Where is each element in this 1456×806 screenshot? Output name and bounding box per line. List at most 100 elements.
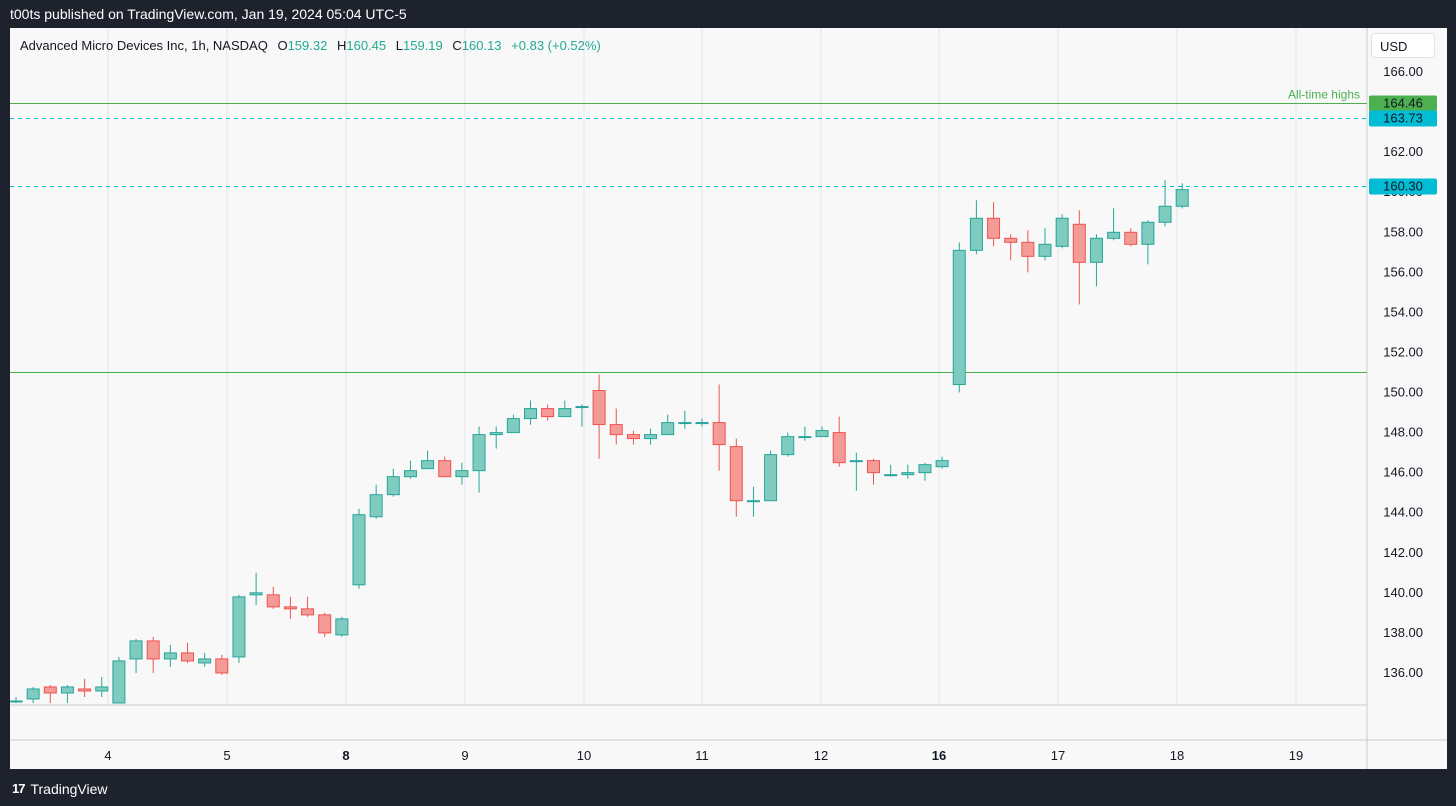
close-label: C: [452, 38, 462, 53]
x-tick-label: 8: [342, 748, 349, 763]
candle-body: [712, 422, 726, 446]
candle-body: [438, 460, 452, 478]
footer: 17 TradingView: [0, 771, 1456, 806]
candle-body: [26, 688, 40, 700]
candlestick-chart[interactable]: 458910111216171819166.00164.00162.00160.…: [10, 28, 1447, 769]
high-value: 160.45: [346, 38, 387, 53]
candle-body: [935, 460, 949, 468]
candle-body: [1158, 205, 1172, 223]
close-value: 160.13: [461, 38, 502, 53]
open-label: O: [277, 38, 288, 53]
chart-area[interactable]: 458910111216171819166.00164.00162.00160.…: [10, 28, 1447, 769]
ohlc-legend: Advanced Micro Devices Inc, 1h, NASDAQ O…: [20, 38, 601, 53]
candle-body: [661, 422, 675, 436]
x-tick-label: 11: [695, 748, 709, 763]
candle-body: [60, 686, 74, 694]
candle-body: [729, 446, 743, 502]
x-tick-label: 4: [104, 748, 111, 763]
candle-body: [609, 424, 623, 436]
candle-body: [249, 592, 263, 596]
x-tick-label: 10: [577, 748, 591, 763]
candle-body: [421, 460, 435, 470]
price-label-badge: [1369, 178, 1437, 195]
candle-body: [901, 472, 915, 476]
candle-body: [472, 434, 486, 472]
price-label-badge: [1369, 110, 1437, 127]
y-tick-label: 136.00: [1383, 665, 1423, 680]
x-tick-label: 16: [932, 748, 946, 763]
candle-body: [815, 430, 829, 438]
change-value: +0.83 (+0.52%): [511, 38, 601, 53]
y-tick-label: 150.00: [1383, 385, 1423, 400]
candle-body: [849, 460, 863, 463]
candle-body: [112, 660, 126, 704]
candle-body: [1124, 231, 1138, 245]
candle-body: [1021, 241, 1035, 257]
candle-body: [146, 640, 160, 660]
candle-body: [678, 422, 692, 425]
level-annotation: All-time highs: [1288, 88, 1360, 102]
y-tick-label: 156.00: [1383, 264, 1423, 279]
x-tick-label: 5: [223, 748, 230, 763]
candle-body: [506, 418, 520, 434]
price-label-text: 163.73: [1383, 111, 1423, 126]
candle-body: [95, 686, 109, 692]
y-tick-label: 142.00: [1383, 545, 1423, 560]
candle-body: [283, 606, 297, 610]
y-tick-label: 158.00: [1383, 224, 1423, 239]
candle-body: [644, 434, 658, 440]
tradingview-logo-icon[interactable]: 17: [12, 781, 26, 796]
candle-body: [987, 217, 1001, 239]
x-tick-label: 19: [1289, 748, 1303, 763]
candle-body: [129, 640, 143, 660]
candle-body: [867, 460, 880, 474]
y-tick-label: 144.00: [1383, 505, 1423, 520]
candle-body: [215, 658, 229, 674]
candle-body: [558, 408, 572, 418]
candle-body: [352, 514, 366, 586]
chart-background: [10, 28, 1447, 769]
low-value: 159.19: [402, 38, 443, 53]
x-tick-label: 17: [1051, 748, 1065, 763]
candle-body: [198, 658, 212, 664]
brand-name[interactable]: TradingView: [30, 780, 108, 797]
candle-body: [489, 432, 503, 436]
price-label-text: 164.46: [1383, 96, 1423, 111]
candle-body: [884, 474, 898, 477]
candle-body: [43, 686, 57, 694]
candle-body: [1055, 217, 1069, 247]
candle-body: [10, 700, 23, 703]
candle-body: [592, 390, 606, 426]
candle-body: [575, 406, 589, 409]
candle-body: [301, 608, 315, 616]
candle-body: [318, 614, 332, 634]
y-tick-label: 166.00: [1383, 64, 1423, 79]
candle-body: [335, 618, 349, 636]
candle-body: [78, 688, 92, 692]
y-tick-label: 148.00: [1383, 425, 1423, 440]
candle-body: [386, 476, 400, 496]
x-tick-label: 9: [461, 748, 468, 763]
symbol-title[interactable]: Advanced Micro Devices Inc, 1h, NASDAQ: [20, 38, 268, 53]
open-value: 159.32: [287, 38, 328, 53]
candle-body: [1072, 223, 1086, 263]
candle-body: [524, 408, 537, 420]
y-tick-label: 140.00: [1383, 585, 1423, 600]
y-tick-label: 146.00: [1383, 465, 1423, 480]
candle-body: [764, 454, 778, 502]
price-label-badge: [1369, 95, 1437, 112]
candle-body: [163, 652, 177, 660]
x-tick-label: 18: [1170, 748, 1184, 763]
candle-body: [1089, 237, 1103, 263]
candle-body: [746, 500, 760, 503]
currency-button[interactable]: USD: [1371, 33, 1435, 58]
y-tick-label: 154.00: [1383, 304, 1423, 319]
candle-body: [695, 422, 709, 425]
candle-body: [541, 408, 555, 418]
candle-body: [1038, 243, 1052, 257]
x-tick-label: 12: [814, 748, 828, 763]
candle-body: [455, 470, 469, 478]
candle-body: [403, 470, 417, 478]
low-label: L: [395, 38, 403, 53]
candle-body: [952, 249, 966, 386]
